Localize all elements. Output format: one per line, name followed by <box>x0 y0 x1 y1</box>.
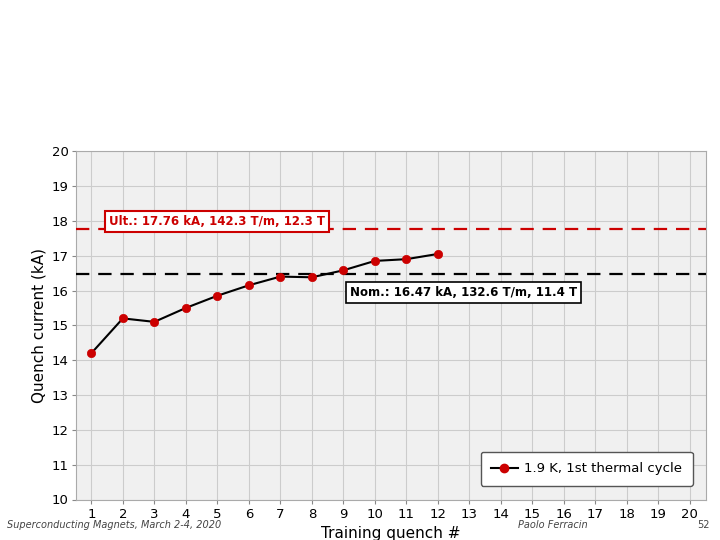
1.9 K, 1st thermal cycle <box>276 273 284 280</box>
X-axis label: Training quench #: Training quench # <box>321 526 460 540</box>
1.9 K, 1st thermal cycle <box>119 315 127 322</box>
Text: Nom.: 16.47 kA, 132.6 T/m, 11.4 T: Nom.: 16.47 kA, 132.6 T/m, 11.4 T <box>350 286 577 299</box>
1.9 K, 1st thermal cycle <box>181 305 190 311</box>
Legend: 1.9 K, 1st thermal cycle: 1.9 K, 1st thermal cycle <box>481 452 693 486</box>
Text: Paolo Ferracin: Paolo Ferracin <box>518 520 588 530</box>
1.9 K, 1st thermal cycle <box>371 258 379 264</box>
Text: Superconducting Magnets, March 2-4, 2020: Superconducting Magnets, March 2-4, 2020 <box>7 520 222 530</box>
Text: BERKELEY: BERKELEY <box>12 11 71 22</box>
Text: 52: 52 <box>697 520 709 530</box>
Text: MQXFS01 test: MQXFS01 test <box>286 29 492 56</box>
1.9 K, 1st thermal cycle <box>245 282 253 288</box>
Y-axis label: Quench current (kA): Quench current (kA) <box>31 248 46 403</box>
Text: Ult.: 17.76 kA, 142.3 T/m, 12.3 T: Ult.: 17.76 kA, 142.3 T/m, 12.3 T <box>109 215 325 228</box>
1.9 K, 1st thermal cycle <box>339 267 348 274</box>
1.9 K, 1st thermal cycle <box>402 256 410 262</box>
1.9 K, 1st thermal cycle <box>213 293 222 299</box>
1.9 K, 1st thermal cycle <box>87 350 96 356</box>
Text: First test of HiLumi Nb$_3$Sn IR quadrupole: First test of HiLumi Nb$_3$Sn IR quadrup… <box>167 86 611 109</box>
Text: LAB: LAB <box>12 55 35 64</box>
1.9 K, 1st thermal cycle <box>433 251 442 257</box>
1.9 K, 1st thermal cycle <box>150 319 158 325</box>
Line: 1.9 K, 1st thermal cycle: 1.9 K, 1st thermal cycle <box>87 250 442 357</box>
1.9 K, 1st thermal cycle <box>307 274 316 280</box>
